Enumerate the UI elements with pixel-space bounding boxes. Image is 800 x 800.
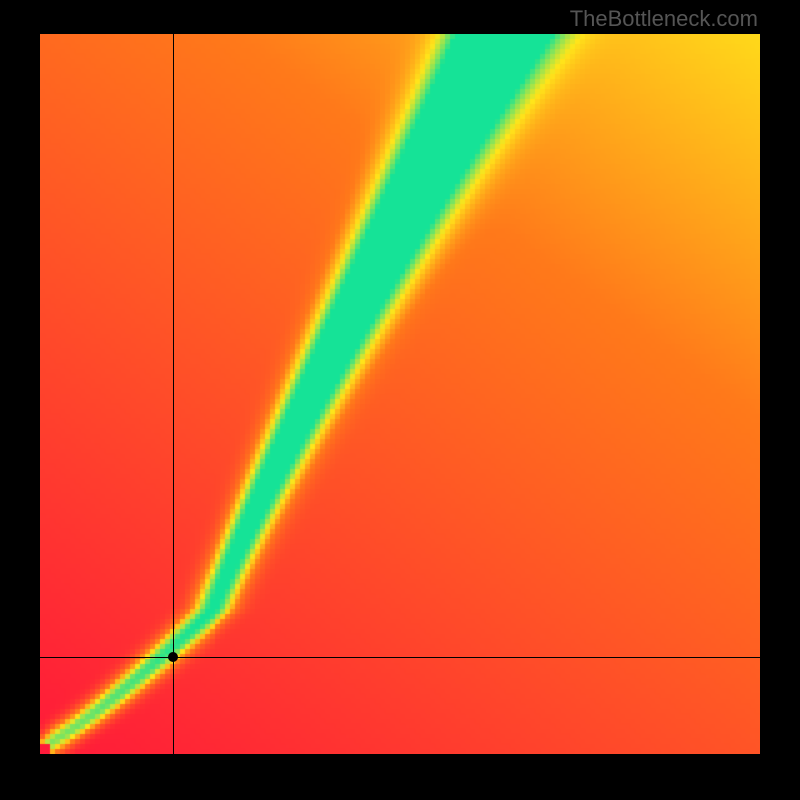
crosshair-horizontal xyxy=(40,657,760,658)
watermark-text: TheBottleneck.com xyxy=(570,6,758,32)
heatmap-canvas xyxy=(40,34,760,754)
crosshair-vertical xyxy=(173,34,174,754)
heatmap-plot xyxy=(40,34,760,754)
crosshair-marker xyxy=(168,652,178,662)
